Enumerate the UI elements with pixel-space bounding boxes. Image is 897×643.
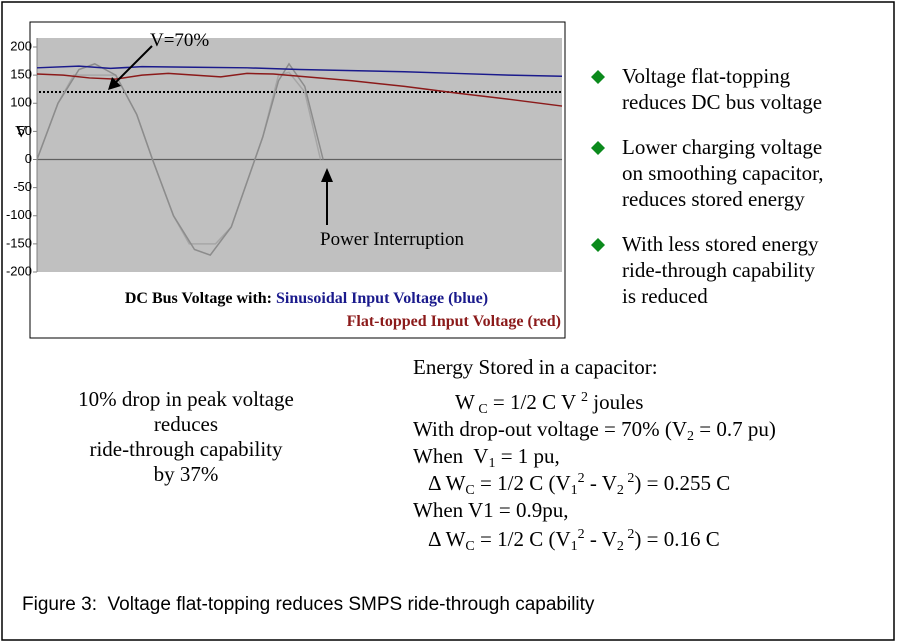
bullet-text: With less stored energy [622,232,819,256]
legend-entry: Flat-topped Input Voltage (red) [347,313,561,330]
bullet-icon [591,238,605,252]
equation-part: - V [585,471,617,495]
equation-part: 1 [571,539,578,554]
equation-part: 2 [578,471,585,486]
caption: Figure 3: Voltage flat-topping reduces S… [22,594,595,615]
equation-part: = 1/2 C (V [475,471,571,495]
equation-part: = 0.7 pu) [694,417,776,441]
y-tick-label: -50 [13,179,32,194]
equation-part: = 1/2 C V [488,390,581,414]
equation-part: When V1 = 0.9pu, [413,498,569,522]
equation-line: Δ WC = 1/2 C (V12 - V2 2) = 0.16 C [428,527,720,554]
equation-part: Δ W [428,527,466,551]
equation-part: 2 [687,429,694,444]
legend-entry: Sinusoidal Input Voltage (blue) [276,290,488,307]
arrow [113,45,153,85]
equation-part: = 1/2 C (V [475,527,571,551]
y-tick-label: 50 [18,123,32,138]
equation-part: 2 [578,527,585,542]
y-tick-label: -150 [6,235,32,250]
bullet-icon [591,70,605,84]
note-line: 10% drop in peak voltage [78,387,294,411]
equation-part: 2 [581,390,588,405]
series-line [36,65,563,77]
equation-part: ) = 0.255 C [634,471,730,495]
note-line: ride-through capability [89,437,283,461]
equation-part: Δ W [428,471,466,495]
note-line: by 37% [154,462,219,486]
annotation: Power Interruption [320,229,465,250]
equation-part: C [465,483,474,498]
equation-part: - V [585,527,617,551]
bullet-text: on smoothing capacitor, [622,161,824,185]
y-tick-label: -100 [6,207,32,222]
bullet-text: Lower charging voltage [622,135,822,159]
y-axis-label: V [15,122,28,141]
equation-line: With drop-out voltage = 70% (V2 = 0.7 pu… [413,417,776,444]
equation-line: W C = 1/2 C V 2 joules [455,390,643,417]
equation-part: 2 [624,527,635,542]
equation-part: C [475,402,488,417]
bullet-text: reduces DC bus voltage [622,90,822,114]
equation-line: When V1 = 1 pu, [413,444,560,471]
equation-part: W [455,390,475,414]
equation-part: When V [413,444,488,468]
equation-part: Energy Stored in a capacitor: [413,355,658,379]
equation-part: 2 [617,483,624,498]
equation-part: 1 [488,456,495,471]
y-tick-label: 0 [25,151,32,166]
plot-background [37,38,562,272]
y-tick-label: 150 [10,67,32,82]
equation-line: Energy Stored in a capacitor: [413,355,658,379]
legend-title: DC Bus Voltage with: [125,290,272,307]
series-line [36,72,563,107]
equation-part: ) = 0.16 C [634,527,719,551]
equation-part: 1 [571,483,578,498]
bullet-text: reduces stored energy [622,187,805,211]
equation-part: C [465,539,474,554]
chart: 200 150 100 50 0 -50 -100 -150 -200 V V=70% Power I… [6,30,563,330]
bullet-icon [591,141,605,155]
bullet-text: ride-through capability [622,258,816,282]
y-tick-label: 200 [10,38,32,53]
equation-line: When V1 = 0.9pu, [413,498,569,522]
equation-part: With drop-out voltage = 70% (V [413,417,687,441]
y-tick-label: 100 [10,95,32,110]
equation-part: 2 [624,471,635,486]
arrowhead [108,77,121,90]
note-line: reduces [154,412,218,436]
equation-part: 2 [617,539,624,554]
bullet-text: Voltage flat-topping [622,64,791,88]
equation-line: Δ WC = 1/2 C (V12 - V2 2) = 0.255 C [428,471,730,498]
bullet-text: is reduced [622,284,708,308]
y-tick-label: -200 [6,263,32,278]
equation-part: joules [588,390,643,414]
annotation: V=70% [150,30,209,51]
arrowhead [321,168,333,182]
equation-part: = 1 pu, [495,444,559,468]
